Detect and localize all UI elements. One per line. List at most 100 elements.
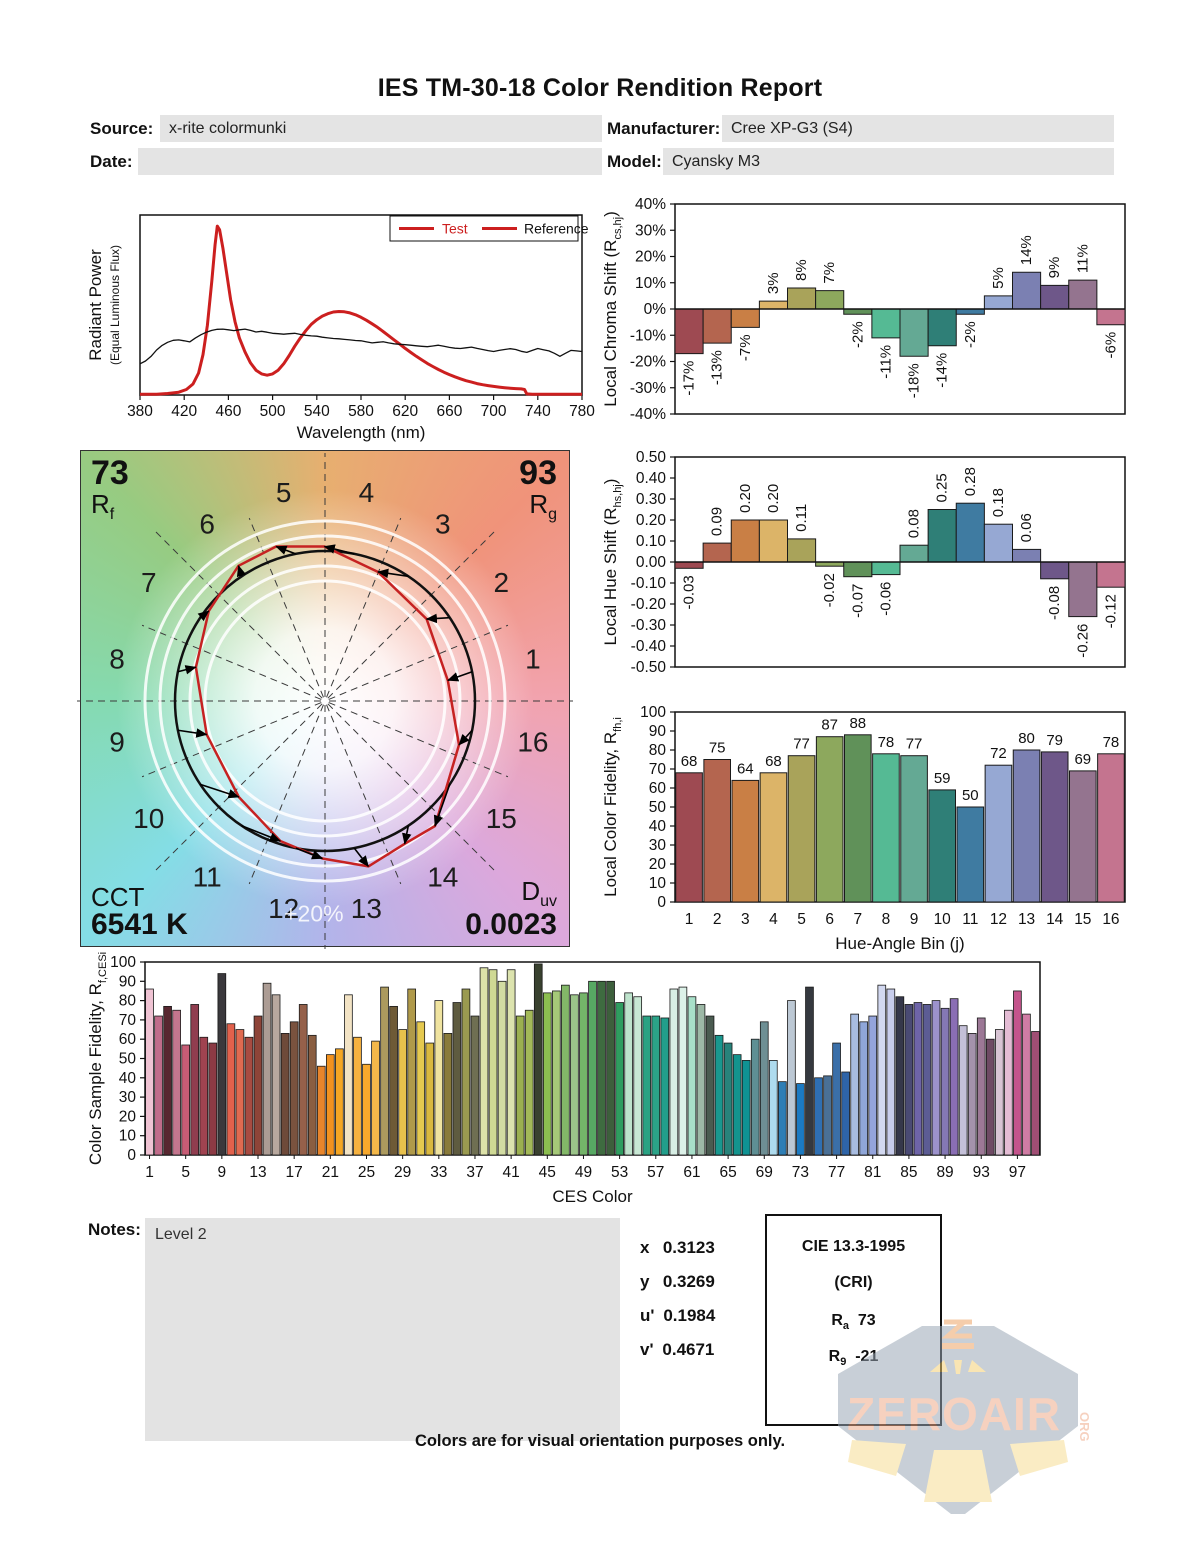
bar xyxy=(470,1015,480,1156)
bar-value-label: 0.06 xyxy=(1018,513,1035,542)
x-tick-label: 580 xyxy=(348,403,374,420)
y-tick-label: -0.10 xyxy=(631,575,667,592)
bar xyxy=(298,1004,308,1156)
y-tick-label: 0.40 xyxy=(636,470,667,487)
shift-arrow xyxy=(447,670,473,682)
bar xyxy=(1012,749,1041,903)
bar-value-label: 14% xyxy=(1018,235,1035,265)
bar xyxy=(787,538,817,563)
bar-value-label: -2% xyxy=(962,321,979,348)
bar xyxy=(814,1077,823,1156)
hue-bin-spoke xyxy=(248,517,324,698)
hue-bin-spoke xyxy=(328,702,509,778)
bar xyxy=(723,1042,733,1156)
bar xyxy=(190,1004,200,1156)
shift-arrow xyxy=(177,728,208,738)
x-tick-label: 3 xyxy=(741,911,750,928)
bar xyxy=(606,980,615,1156)
shift-arrow xyxy=(177,665,197,675)
date-label: Date: xyxy=(90,152,133,171)
bar xyxy=(235,1029,245,1156)
y-axis-label: Local Color Fidelity, Rfh,i xyxy=(601,717,624,897)
x-tick-label: 700 xyxy=(481,403,507,420)
model-label: Model: xyxy=(607,152,662,171)
bar xyxy=(913,1002,923,1156)
y-tick-label: 40 xyxy=(649,818,667,835)
y-tick-label: -0.20 xyxy=(631,596,667,613)
bar xyxy=(899,544,929,563)
bar xyxy=(674,308,704,355)
y-tick-label: -40% xyxy=(630,406,666,423)
bar xyxy=(730,308,760,328)
bar-value-label: -0.12 xyxy=(1102,594,1119,628)
bar-value-label: 68 xyxy=(681,753,698,770)
x-tick-label: 5 xyxy=(181,1164,190,1181)
bar-value-label: -11% xyxy=(877,345,894,379)
coord-label: x xyxy=(640,1238,650,1257)
x-tick-label: 17 xyxy=(286,1164,303,1181)
bar xyxy=(1040,284,1070,310)
coord-label: u' xyxy=(640,1306,655,1325)
bar xyxy=(758,300,788,310)
y-tick-label: 10 xyxy=(649,875,667,892)
x-tick-label: 10 xyxy=(934,911,952,928)
bar xyxy=(479,967,489,1156)
bar xyxy=(253,1015,263,1156)
model-value: Cyansky M3 xyxy=(663,148,1114,175)
bar xyxy=(624,992,633,1156)
hue-bin-number: 10 xyxy=(133,803,164,834)
hue-bin-number: 7 xyxy=(141,567,157,598)
bar xyxy=(262,982,272,1156)
x-tick-label: 81 xyxy=(864,1164,881,1181)
x-tick-label: 57 xyxy=(647,1164,664,1181)
y-tick-label: 90 xyxy=(119,973,137,990)
x-tick-label: 45 xyxy=(539,1164,556,1181)
hue-bin-spoke xyxy=(154,703,323,872)
x-tick-label: 620 xyxy=(392,403,418,420)
bar xyxy=(732,1054,742,1156)
hue-bin-number: 14 xyxy=(427,861,458,892)
x-tick-label: 33 xyxy=(430,1164,447,1181)
bar xyxy=(844,734,872,903)
x-tick-label: 65 xyxy=(719,1164,736,1181)
bar-value-label: 11% xyxy=(1074,244,1091,273)
bar xyxy=(217,973,227,1156)
bar xyxy=(145,988,154,1156)
footer-disclaimer: Colors are for visual orientation purpos… xyxy=(414,1432,786,1450)
y-tick-label: 40 xyxy=(119,1070,137,1087)
hue-bin-number: 5 xyxy=(276,477,292,508)
coord-value: 0.3123 xyxy=(662,1238,715,1257)
bar xyxy=(983,523,1013,563)
bar xyxy=(778,1081,787,1156)
hue-bin-number: 11 xyxy=(193,861,222,892)
x-axis-label: Wavelength (nm) xyxy=(297,423,426,442)
bar xyxy=(371,1040,380,1156)
bar xyxy=(570,994,579,1156)
y-axis-label: Color Sample Fidelity, Rf,CESi xyxy=(86,952,109,1165)
bar xyxy=(154,1015,163,1156)
cri-standard: CIE 13.3-1995 xyxy=(801,1238,906,1255)
x-tick-label: 12 xyxy=(990,911,1007,928)
x-tick-label: 15 xyxy=(1074,911,1091,928)
bar-value-label: 80 xyxy=(1018,730,1035,747)
bar xyxy=(461,988,471,1156)
bar-value-label: 0.20 xyxy=(737,484,754,513)
x-tick-label: 53 xyxy=(611,1164,628,1181)
bar xyxy=(579,992,588,1156)
bar xyxy=(289,1021,299,1156)
x-tick-label: 740 xyxy=(525,403,551,420)
hue-bin-spoke xyxy=(328,624,509,700)
shift-arrow xyxy=(241,824,282,842)
bar xyxy=(949,998,959,1156)
hue-bin-number: 2 xyxy=(493,567,509,598)
bar xyxy=(398,1029,407,1156)
cri-box: CIE 13.3-1995 (CRI) Ra 73 R9 -21 xyxy=(765,1214,942,1426)
bar-value-label: 0.20 xyxy=(765,484,782,513)
x-tick-label: 500 xyxy=(260,403,286,420)
y-tick-label: 50 xyxy=(649,799,667,816)
bar xyxy=(434,1000,444,1156)
hue-bin-spoke xyxy=(141,702,322,778)
x-tick-label: 1 xyxy=(685,911,694,928)
page-title: IES TM-30-18 Color Rendition Report xyxy=(377,74,823,102)
